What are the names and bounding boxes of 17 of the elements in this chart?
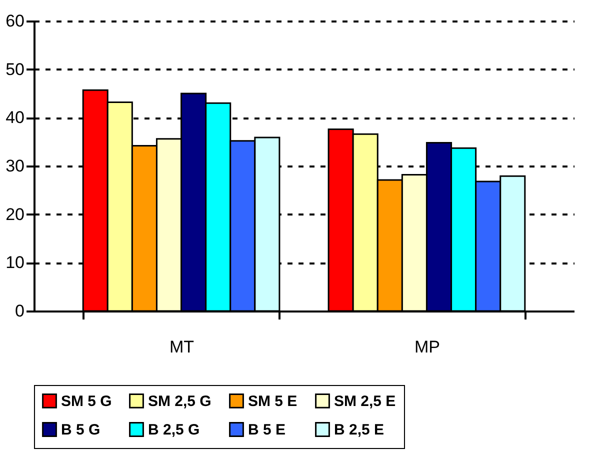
y-tick-label: 30: [6, 156, 24, 176]
legend-label: SM 2,5 E: [334, 392, 396, 410]
y-tick-label: 0: [15, 302, 24, 320]
x-tick-label: MP: [414, 338, 440, 356]
y-tick-label: 40: [6, 108, 24, 128]
legend-label: B 5 E: [248, 422, 286, 438]
legend-label: SM 2,5 G: [148, 392, 212, 410]
legend-label: B 5 G: [61, 422, 100, 438]
y-tick-label: 50: [6, 60, 24, 79]
legend-label: B 2,5 G: [148, 422, 200, 438]
x-tick-label: MT: [170, 338, 194, 356]
y-tick-label: 10: [6, 253, 24, 272]
legend-label: B 2,5 E: [334, 422, 384, 438]
legend-label: SM 5 E: [248, 392, 298, 410]
y-tick-label: 60: [6, 12, 24, 30]
y-tick-label: 20: [6, 204, 24, 224]
legend-label: SM 5 G: [61, 392, 112, 410]
